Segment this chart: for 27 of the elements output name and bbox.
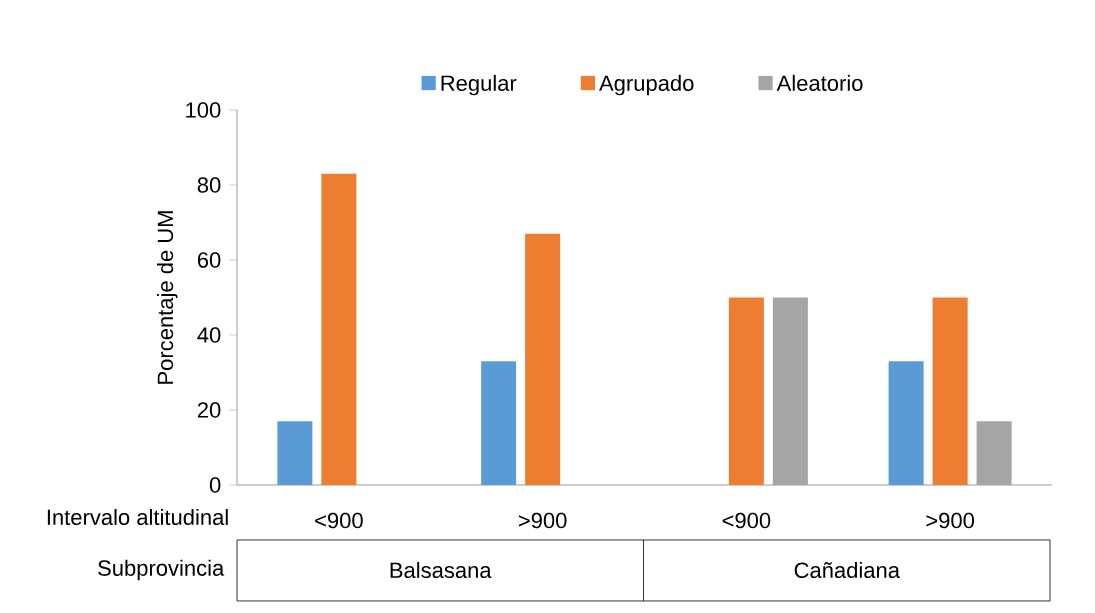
text: Subprovincia xyxy=(98,559,225,581)
x-tick-label: >900 xyxy=(518,512,567,529)
y-tick-label: 80 xyxy=(197,177,221,193)
bar xyxy=(277,421,313,485)
bar xyxy=(772,297,808,485)
bar xyxy=(481,361,517,485)
text: Balsasana xyxy=(390,561,492,579)
y-tick-label: 60 xyxy=(197,252,221,268)
bar xyxy=(932,297,968,485)
bar xyxy=(525,233,561,485)
bar xyxy=(321,173,357,485)
y-tick-label: 0 xyxy=(209,477,221,493)
bar xyxy=(976,421,1012,485)
y-axis-title: Porcentaje de UM xyxy=(157,211,178,384)
y-tick-label: 20 xyxy=(197,402,221,418)
legend-label: Regular xyxy=(441,74,517,96)
x-tick-label: <900 xyxy=(315,512,363,529)
text: Cañadiana xyxy=(794,561,900,579)
legend-label: Aleatorio xyxy=(776,74,863,91)
y-tick-label: 40 xyxy=(197,327,221,343)
bar xyxy=(888,361,924,485)
text: Intervalo altitudinal xyxy=(47,508,228,526)
y-tick-label: 100 xyxy=(186,102,221,118)
x-tick-label: >900 xyxy=(926,512,975,529)
x-tick-label: <900 xyxy=(722,512,771,529)
bar xyxy=(728,297,764,485)
legend-label: Agrupado xyxy=(599,74,694,96)
